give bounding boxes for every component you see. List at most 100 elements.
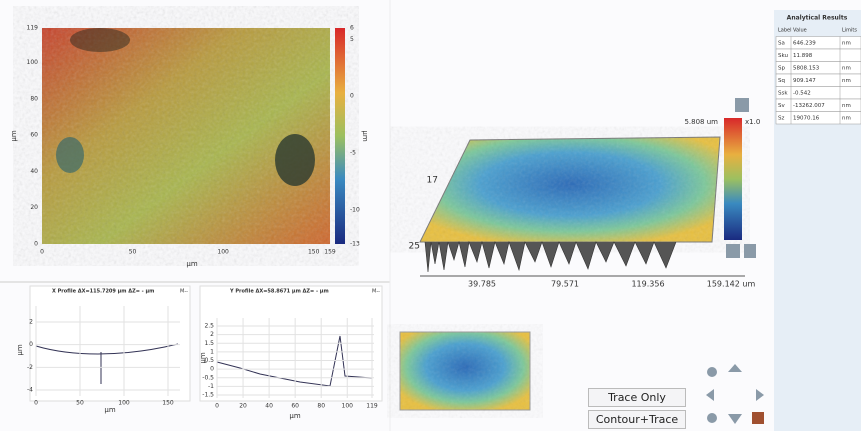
colorbar-tick-label: -10 xyxy=(350,206,360,213)
colorbar-label: μm xyxy=(361,130,369,141)
table-cell: Sv xyxy=(778,103,785,109)
y-tick-label: 1 xyxy=(210,348,214,355)
table-cell: Sq xyxy=(778,78,785,84)
table-row xyxy=(776,87,861,100)
nav-controls xyxy=(706,364,764,424)
table-cell: 909.147 xyxy=(793,78,816,84)
table-cell: nm xyxy=(842,65,851,71)
contour-trace-button[interactable]: Contour+Trace xyxy=(588,410,686,429)
table-cell: -13262.007 xyxy=(793,103,825,109)
table-cell: nm xyxy=(842,103,851,109)
colorbar-3d xyxy=(724,118,742,240)
x-tick-label: 20 xyxy=(239,403,247,410)
x-tick-label: 80 xyxy=(317,403,325,410)
down-button[interactable] xyxy=(744,244,756,258)
x-tick-label: 100 xyxy=(217,249,229,256)
y-tick-label: 2.5 xyxy=(204,323,214,330)
table-cell: Sz xyxy=(778,115,784,121)
x-tick-label-3d: 119.356 xyxy=(631,280,664,289)
colorbar xyxy=(335,28,345,244)
x-profile-title: X Profile ΔX=115.7209 μm ΔZ= - μm xyxy=(52,289,154,295)
x-profile-panel xyxy=(30,286,190,401)
y-tick-label: 119 xyxy=(27,25,39,32)
x-tick-label: 60 xyxy=(291,403,299,410)
table-row xyxy=(776,49,861,62)
x-tick-label: 0 xyxy=(34,400,38,407)
table-cell: -0.542 xyxy=(793,90,811,96)
x-tick-label: 150 xyxy=(308,249,320,256)
y-tick-label: 2 xyxy=(210,331,214,338)
x-tick-label-3d: 79.571 xyxy=(551,280,579,289)
table-cell: Ssk xyxy=(778,90,788,96)
x-profile-y-label: μm xyxy=(16,344,24,355)
z-max-label: 5.808 um xyxy=(684,118,718,126)
y-profile-marker: M-- xyxy=(372,289,380,295)
table-cell: nm xyxy=(842,78,851,84)
trace-only-button[interactable]: Trace Only xyxy=(588,388,686,407)
side-label: 25 xyxy=(409,242,420,252)
app-window: Analytical Results X Profile ΔX=115.7209… xyxy=(0,0,861,431)
table-header: Limits xyxy=(842,28,857,34)
x-profile-x-label: μm xyxy=(104,406,115,414)
zoom-in[interactable] xyxy=(707,367,717,377)
x-tick-label: 40 xyxy=(265,403,273,410)
y-tick-label: -1.5 xyxy=(202,392,214,399)
canvas: Analytical Results X Profile ΔX=115.7209… xyxy=(0,0,861,431)
y-tick-label: 60 xyxy=(30,132,38,139)
y-tick-label: -1 xyxy=(208,383,214,390)
x-tick-label: 0 xyxy=(40,249,44,256)
y-tick-label: 1.5 xyxy=(204,340,214,347)
map-pit xyxy=(70,28,130,52)
y-tick-label: 0 xyxy=(34,241,38,248)
side-label: 17 xyxy=(427,176,438,186)
pan-up[interactable] xyxy=(728,364,742,372)
table-cell: nm xyxy=(842,40,851,46)
x-tick-label: 50 xyxy=(129,249,137,256)
scale-label: x1.0 xyxy=(745,118,760,126)
table-cell: Sku xyxy=(778,53,788,59)
colorbar-tick-label: 5 xyxy=(350,36,354,43)
results-title: Analytical Results xyxy=(787,15,848,22)
y-profile-title: Y Profile ΔX=58.8671 μm ΔZ= - μm xyxy=(229,289,329,295)
colorbar-tick-label: 0 xyxy=(350,93,354,100)
pan-left[interactable] xyxy=(706,389,714,401)
map-pit xyxy=(56,137,84,173)
table-cell: 646.239 xyxy=(793,40,816,46)
pan-down[interactable] xyxy=(728,414,742,424)
y-tick-label: 0 xyxy=(29,341,33,348)
y-tick-label: 40 xyxy=(30,168,38,175)
y-tick-label: -4 xyxy=(27,387,33,394)
y-tick-label: -2 xyxy=(27,364,33,371)
x-tick-label: 100 xyxy=(342,403,354,410)
table-cell: Sa xyxy=(778,40,785,46)
zoom-out[interactable] xyxy=(707,413,717,423)
up-button[interactable] xyxy=(735,98,749,112)
y-tick-label: 20 xyxy=(30,204,38,211)
table-header: Label xyxy=(778,28,792,34)
x-tick-label: 0 xyxy=(215,403,219,410)
table-cell: 11.898 xyxy=(793,53,813,59)
pan-right[interactable] xyxy=(756,389,764,401)
colorbar-tick-label: -5 xyxy=(350,150,356,157)
x-tick-label: 159 xyxy=(324,249,336,256)
table-cell: 19070.16 xyxy=(793,115,820,121)
rotate-button[interactable] xyxy=(726,244,740,258)
colorbar-tick-label: -13 xyxy=(350,241,360,248)
y-tick-label: 0 xyxy=(210,366,214,373)
x-tick-label: 50 xyxy=(76,400,84,407)
surface-texture xyxy=(420,137,720,242)
y-tick-label: 2 xyxy=(29,319,33,326)
x-tick-label: 150 xyxy=(162,400,174,407)
table-header: Value xyxy=(793,28,807,34)
x-tick-label-3d: 39.785 xyxy=(468,280,496,289)
table-cell: 5808.153 xyxy=(793,65,820,71)
y-axis-label: μm xyxy=(10,130,18,141)
map-pit xyxy=(275,134,315,186)
reset-view[interactable] xyxy=(752,412,764,424)
table-cell: Sp xyxy=(778,65,785,71)
surface-spikes xyxy=(425,242,676,272)
x-tick-label: 119 xyxy=(366,403,378,410)
minimap-texture xyxy=(400,332,530,410)
map-texture xyxy=(42,28,330,244)
y-profile-x-label: μm xyxy=(289,412,300,420)
